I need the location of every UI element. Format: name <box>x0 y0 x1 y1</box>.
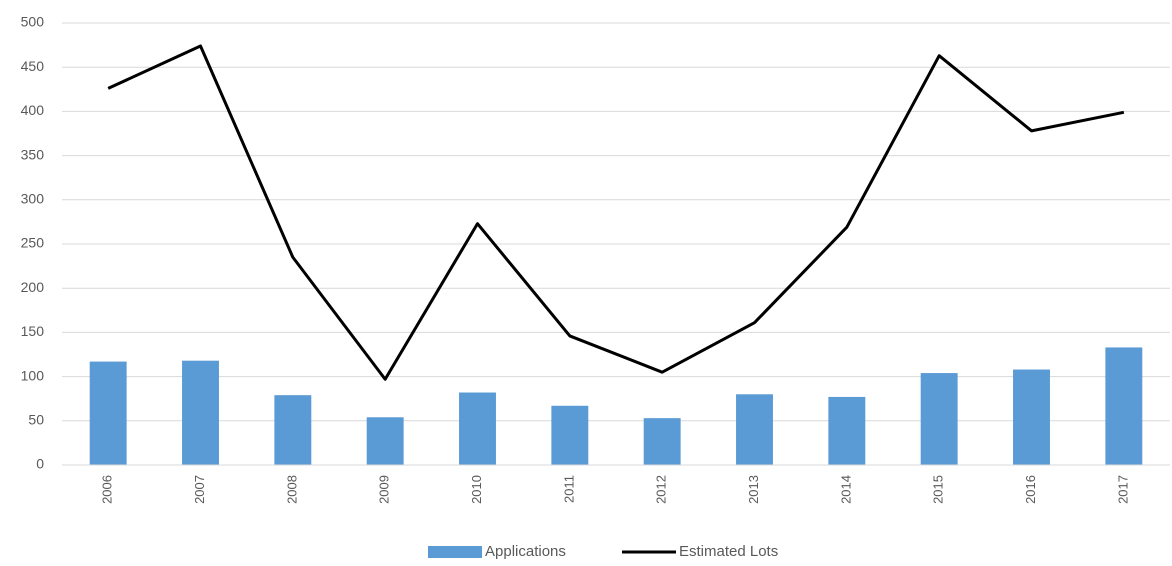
y-tick-label: 400 <box>21 102 45 118</box>
legend-swatch <box>428 546 482 558</box>
bar <box>366 417 404 465</box>
bar <box>1013 369 1050 465</box>
bar <box>736 394 773 465</box>
y-tick-label: 100 <box>21 367 45 383</box>
x-tick-label: 2012 <box>654 475 669 504</box>
x-tick-label: 2007 <box>192 475 207 504</box>
y-tick-label: 250 <box>21 235 45 251</box>
bar <box>89 361 127 465</box>
x-tick-label: 2016 <box>1023 475 1038 504</box>
bar <box>182 360 219 465</box>
bar <box>828 396 866 465</box>
legend-label: Estimated Lots <box>679 543 778 560</box>
y-tick-label: 200 <box>21 279 45 295</box>
y-tick-label: 350 <box>21 146 45 162</box>
y-tick-label: 450 <box>21 58 45 74</box>
bar <box>920 373 958 465</box>
y-tick-label: 0 <box>36 456 44 472</box>
bar <box>643 418 681 465</box>
bar <box>459 392 496 465</box>
y-tick-label: 150 <box>21 323 45 339</box>
x-tick-label: 2011 <box>561 475 576 503</box>
line <box>107 44 1125 381</box>
y-tick-label: 50 <box>28 412 44 428</box>
legend-label: Applications <box>485 543 566 560</box>
bar <box>1105 347 1143 465</box>
x-tick-label: 2013 <box>746 475 761 504</box>
x-tick-label: 2008 <box>284 475 299 504</box>
x-tick-label: 2009 <box>377 475 392 504</box>
bar <box>551 405 589 465</box>
bar <box>274 395 312 465</box>
y-tick-label: 300 <box>21 191 45 207</box>
x-tick-label: 2014 <box>838 475 853 504</box>
x-tick-label: 2015 <box>931 475 946 504</box>
x-tick-label: 2017 <box>1115 475 1130 504</box>
y-tick-label: 500 <box>21 14 45 30</box>
x-tick-label: 2010 <box>469 475 484 504</box>
x-tick-label: 2006 <box>100 475 115 504</box>
